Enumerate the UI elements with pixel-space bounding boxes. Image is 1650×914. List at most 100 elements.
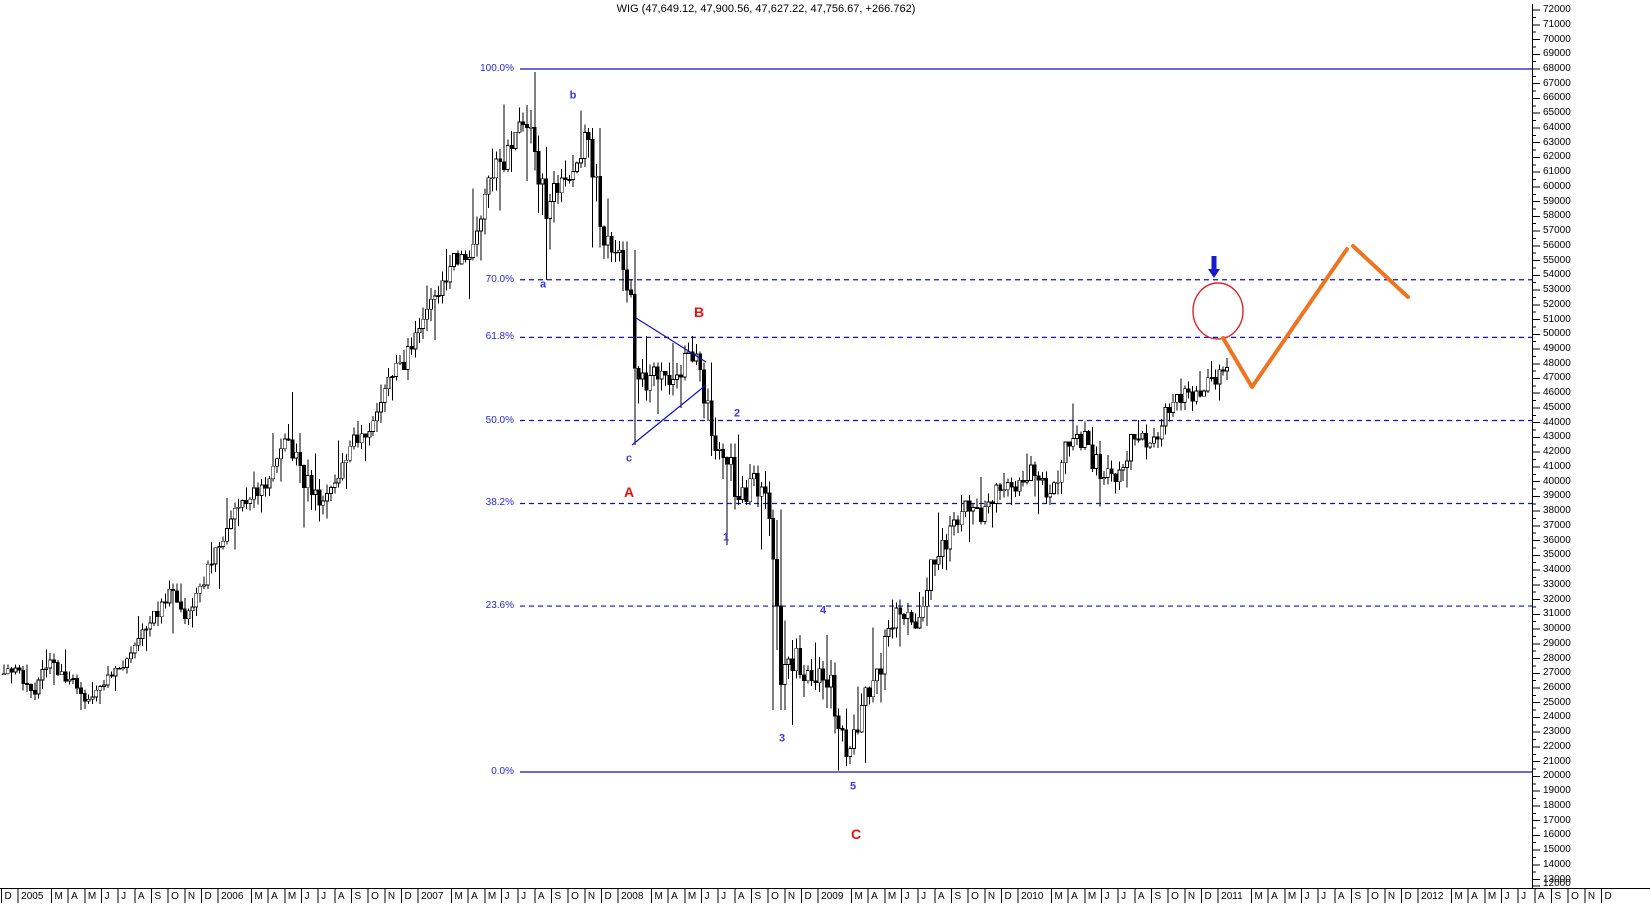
y-axis-label: 19000 bbox=[1543, 785, 1571, 797]
candle-body bbox=[944, 539, 949, 550]
y-axis-label: 27000 bbox=[1543, 667, 1571, 679]
wave-label-a: a bbox=[539, 278, 547, 291]
candle-body bbox=[125, 658, 129, 668]
candle-body bbox=[1182, 388, 1187, 404]
candle-body bbox=[159, 601, 164, 618]
x-axis-label: J bbox=[704, 891, 710, 902]
candle-body bbox=[682, 353, 687, 378]
candle-body bbox=[417, 327, 422, 334]
fib-label-61.8%: 61.8% bbox=[485, 331, 514, 343]
candle-body bbox=[498, 158, 503, 163]
y-axis-label: 50000 bbox=[1543, 328, 1571, 340]
candle-body bbox=[513, 131, 518, 149]
candle-body bbox=[1186, 388, 1191, 393]
triangle-trendline-upper bbox=[635, 317, 707, 363]
candle-body bbox=[55, 662, 60, 676]
y-axis-label: 30000 bbox=[1543, 623, 1571, 635]
candle-body bbox=[786, 658, 791, 665]
candle-body bbox=[832, 674, 837, 717]
candle-body bbox=[1155, 436, 1160, 440]
x-axis-label: O bbox=[1171, 891, 1179, 902]
candle-body bbox=[344, 459, 349, 464]
candle-body bbox=[1021, 479, 1026, 483]
candle-body bbox=[244, 500, 249, 504]
fib-label-70.0%: 70.0% bbox=[485, 273, 514, 285]
candle-body bbox=[640, 372, 645, 380]
candle-body bbox=[236, 506, 241, 509]
y-axis-label: 56000 bbox=[1543, 239, 1571, 251]
x-axis-label: 2007 bbox=[421, 891, 444, 902]
candle-body bbox=[971, 507, 976, 512]
candle-body bbox=[17, 667, 22, 671]
candle-body bbox=[471, 243, 476, 259]
candle-body bbox=[105, 674, 110, 686]
candle-body bbox=[1121, 467, 1126, 471]
x-axis-label: 2009 bbox=[821, 891, 844, 902]
candle-body bbox=[90, 696, 95, 700]
y-axis-label: 25000 bbox=[1543, 696, 1571, 708]
candle-body bbox=[13, 667, 18, 673]
candle-body bbox=[340, 462, 345, 479]
candle-body bbox=[1205, 377, 1210, 392]
candle-body bbox=[698, 353, 703, 371]
candle-body bbox=[1044, 478, 1049, 498]
candle-body bbox=[563, 177, 568, 180]
candle-body bbox=[252, 487, 256, 500]
candle-body bbox=[1140, 432, 1145, 440]
wave-label-2: 2 bbox=[733, 407, 741, 420]
candle-body bbox=[1190, 391, 1195, 402]
candle-body bbox=[975, 507, 979, 509]
candle-body bbox=[829, 674, 833, 688]
projection-path bbox=[1221, 247, 1349, 389]
candle-body bbox=[452, 253, 456, 267]
candle-body bbox=[202, 584, 206, 587]
candle-body bbox=[925, 589, 929, 607]
x-axis-label: M bbox=[87, 891, 97, 902]
candle-body bbox=[729, 457, 733, 465]
candle-body bbox=[98, 686, 103, 691]
candle-body bbox=[475, 230, 479, 245]
down-arrow-icon bbox=[1208, 269, 1220, 278]
candle-body bbox=[598, 175, 603, 228]
candle-body bbox=[932, 559, 937, 565]
candle-body bbox=[425, 308, 429, 320]
x-axis-label: A bbox=[1537, 891, 1545, 902]
candle-body bbox=[394, 362, 399, 378]
candle-body bbox=[802, 674, 806, 682]
x-axis-label: O bbox=[771, 891, 779, 902]
x-axis-label: S bbox=[954, 891, 962, 902]
candle-body bbox=[959, 511, 964, 526]
y-axis-label: 31000 bbox=[1543, 608, 1571, 620]
candle-body bbox=[594, 175, 599, 178]
candle-body bbox=[590, 139, 595, 178]
candle-body bbox=[721, 448, 726, 458]
x-axis-label: D bbox=[204, 891, 212, 902]
candle-body bbox=[205, 563, 210, 586]
candle-body bbox=[79, 687, 83, 694]
x-axis-label: M bbox=[54, 891, 63, 902]
candle-body bbox=[248, 498, 253, 504]
x-axis-label: A bbox=[737, 891, 745, 902]
x-axis-label: D bbox=[404, 891, 412, 902]
candle-body bbox=[1221, 369, 1226, 372]
x-axis-label: M bbox=[687, 891, 697, 902]
candle-body bbox=[1159, 425, 1164, 440]
x-axis-label: N bbox=[987, 891, 996, 902]
candle-body bbox=[717, 448, 722, 452]
y-axis-label: 41000 bbox=[1543, 460, 1571, 472]
candle-body bbox=[67, 678, 72, 682]
candle-body bbox=[825, 679, 829, 688]
x-axis-label: M bbox=[887, 891, 897, 902]
x-axis-label: A bbox=[671, 891, 678, 902]
candle-body bbox=[294, 451, 299, 459]
candle-body bbox=[690, 351, 695, 362]
candle-body bbox=[198, 585, 203, 594]
x-axis-label: O bbox=[571, 891, 579, 902]
x-axis-label: M bbox=[654, 891, 663, 902]
x-axis-label: 2010 bbox=[1021, 891, 1044, 902]
candle-body bbox=[113, 667, 118, 677]
candle-body bbox=[848, 748, 853, 757]
candle-body bbox=[1225, 366, 1229, 372]
candle-body bbox=[263, 484, 268, 489]
x-axis-label: N bbox=[1587, 891, 1596, 902]
